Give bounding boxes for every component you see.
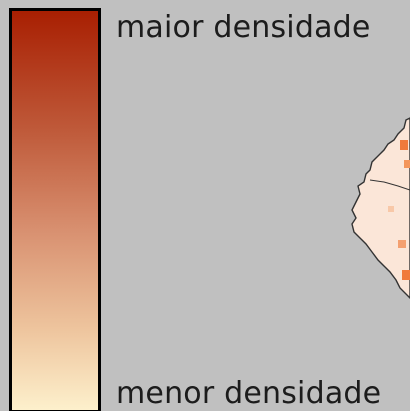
density-hotspot xyxy=(398,240,406,248)
legend-min-label: menor densidade xyxy=(116,376,382,411)
region-map xyxy=(351,117,410,299)
density-hotspot xyxy=(388,206,394,212)
density-hotspot xyxy=(404,160,410,168)
density-color-scale xyxy=(9,8,101,411)
density-hotspot xyxy=(400,140,408,150)
region-border-line xyxy=(369,179,410,191)
density-hotspot xyxy=(402,270,410,280)
region-outline xyxy=(351,117,410,299)
legend-max-label: maior densidade xyxy=(116,10,371,45)
